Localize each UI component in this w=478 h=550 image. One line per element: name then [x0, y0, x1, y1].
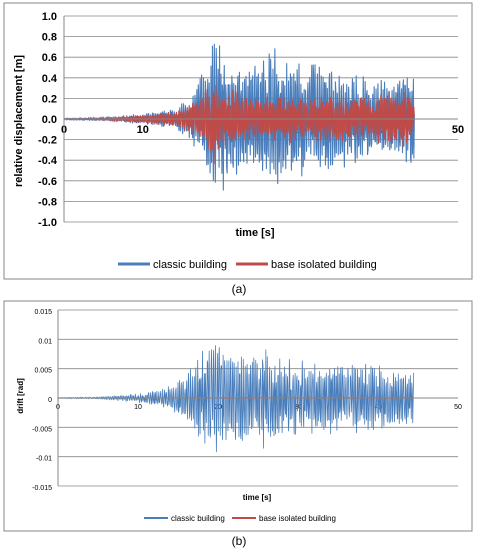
chart-a-y-tick-labels: 1.0 0.8 0.6 0.4 0.2 0.0 -0.2 -0.4 -0.6 -0.8 -1.0	[38, 11, 58, 229]
chart-b-y-tick-labels: 0.015 0.01 0.005 0 -0.005 -0.01 -0.015	[32, 309, 52, 492]
chart-b-y-tick-label: -0.015	[32, 485, 52, 492]
chart-a-legend: classic building base isolated building	[118, 259, 377, 271]
chart-b-x-axis-title: time [s]	[243, 493, 272, 502]
chart-b-y-tick-label: 0.01	[38, 338, 52, 345]
chart-a-legend-label-classic: classic building	[153, 259, 227, 271]
chart-a-y-tick-label: -0.8	[38, 196, 57, 208]
chart-b-series-line-classic	[57, 345, 415, 453]
chart-a-series-line-isolated	[63, 84, 415, 165]
chart-b-x-tick-label: 40	[374, 404, 382, 411]
chart-b-x-tick-label: 10	[134, 404, 142, 411]
chart-b-y-tick-label: -0.005	[32, 426, 52, 433]
panel-label-a: (a)	[232, 282, 247, 296]
chart-a-y-tick-label: -0.4	[38, 155, 58, 167]
chart-a-x-axis-title: time [s]	[235, 227, 274, 239]
chart-b-legend-label-classic: classic building	[171, 514, 225, 523]
chart-a-y-tick-label: 0.8	[42, 32, 57, 44]
chart-a-series	[63, 43, 415, 191]
chart-a-x-tick-label: 10	[137, 124, 149, 136]
chart-b-frame	[3, 300, 473, 532]
chart-a-y-tick-label: 0.2	[42, 93, 57, 105]
chart-a-y-tick-label: 0.0	[42, 114, 57, 126]
chart-a-y-axis-title: relative displacement [m]	[13, 55, 25, 187]
chart-b-x-tick-label: 50	[454, 404, 462, 411]
chart-a-y-tick-label: 1.0	[42, 11, 57, 23]
chart-a-y-tick-label: -0.6	[38, 176, 57, 188]
chart-a-y-tick-label: -0.2	[38, 135, 57, 147]
panel-label-b: (b)	[232, 534, 247, 548]
chart-b-y-tick-label: 0.015	[34, 309, 52, 316]
chart-a-y-tick-label: -1.0	[38, 217, 57, 229]
chart-panel-a: 1.0 0.8 0.6 0.4 0.2 0.0 -0.2 -0.4 -0.6 -0.8 -1.0 0…	[3, 2, 473, 280]
chart-b-y-tick-label: 0	[48, 397, 52, 404]
chart-a-y-tick-label: 0.6	[42, 52, 57, 64]
chart-b-y-tick-label: 0.005	[34, 368, 52, 375]
chart-b-y-tick-label: -0.01	[36, 456, 52, 463]
chart-a-legend-label-isolated: base isolated building	[271, 259, 377, 271]
chart-b-y-axis-title: drift [rad]	[16, 378, 25, 414]
chart-b-legend: classic building base isolated building	[144, 514, 336, 523]
chart-b-legend-label-isolated: base isolated building	[259, 514, 336, 523]
chart-a-y-tick-label: 0.4	[42, 73, 58, 85]
chart-a-x-tick-label: 50	[452, 124, 464, 136]
